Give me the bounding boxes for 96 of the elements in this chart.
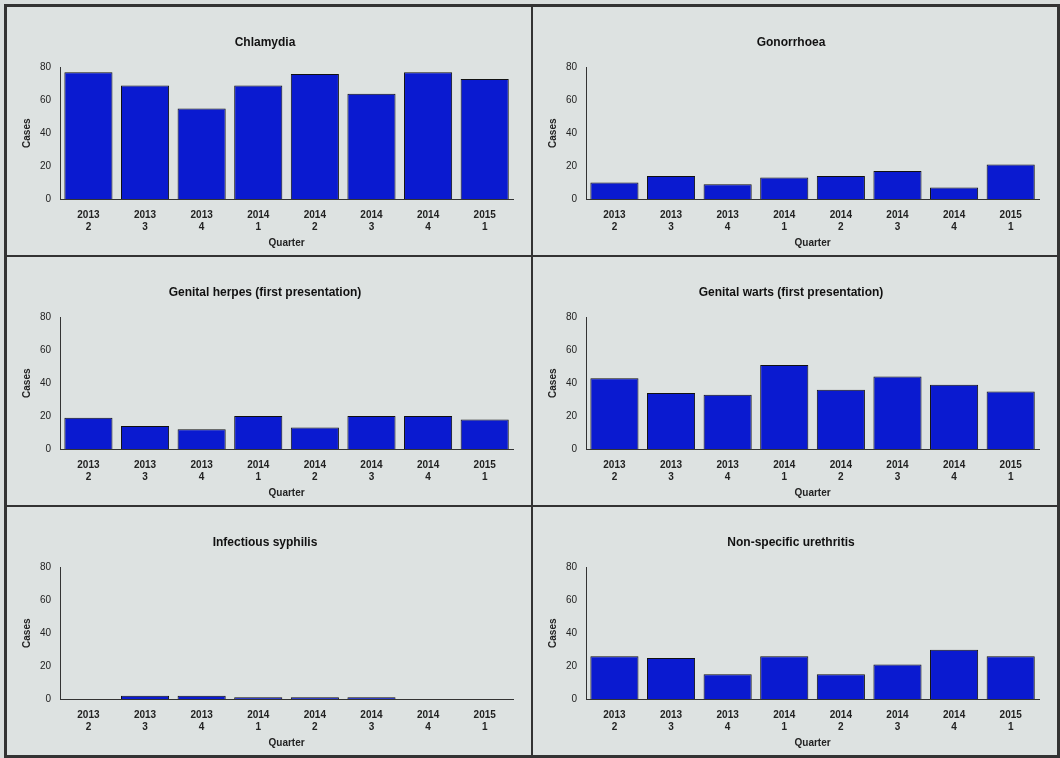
x-axis-title: Quarter — [268, 486, 305, 498]
x-tick-label: 2013 2 — [603, 208, 626, 232]
y-tick-label: 80 — [566, 61, 578, 73]
x-tick-label: 2014 2 — [829, 708, 853, 732]
x-tick-label: 2015 1 — [999, 208, 1023, 232]
chart-title: Genital warts (first presentation) — [698, 284, 884, 299]
x-tick-label: 2013 4 — [190, 208, 214, 232]
x-tick-label: 2013 2 — [603, 458, 626, 482]
y-tick-label: 80 — [40, 311, 52, 323]
chart-title: Gonorrhoea — [756, 34, 826, 49]
x-axis-title: Quarter — [268, 236, 305, 248]
y-axis-title: Cases — [546, 618, 558, 648]
x-tick-label: 2013 3 — [133, 458, 157, 482]
x-tick-label: 2013 4 — [716, 708, 740, 732]
y-tick-label: 80 — [40, 561, 52, 573]
y-tick-label: 0 — [571, 192, 578, 204]
x-tick-label: 2015 1 — [473, 208, 497, 232]
y-tick-label: 0 — [45, 442, 52, 454]
y-tick-label: 80 — [566, 561, 578, 573]
x-tick-label: 2013 4 — [190, 458, 214, 482]
y-tick-label: 20 — [566, 659, 578, 671]
x-tick-label: 2013 2 — [603, 708, 626, 732]
y-axis-title: Cases — [546, 368, 558, 398]
chart-title: Chlamydia — [234, 34, 296, 49]
y-axis-title: Cases — [546, 118, 558, 148]
x-tick-label: 2014 3 — [886, 708, 910, 732]
x-tick-label: 2013 3 — [133, 208, 157, 232]
y-tick-label: 40 — [40, 376, 52, 388]
x-tick-label: 2014 2 — [303, 708, 327, 732]
x-tick-label: 2013 3 — [659, 208, 683, 232]
x-tick-label: 2014 4 — [416, 208, 440, 232]
x-tick-label: 2015 1 — [473, 458, 497, 482]
x-tick-label: 2014 4 — [416, 708, 440, 732]
y-axis-title: Cases — [20, 118, 32, 148]
x-tick-label: 2014 4 — [942, 208, 966, 232]
y-tick-label: 20 — [566, 159, 578, 171]
y-tick-label: 0 — [571, 692, 578, 704]
y-tick-label: 20 — [566, 409, 578, 421]
y-tick-label: 20 — [40, 659, 52, 671]
x-tick-label: 2014 2 — [303, 208, 327, 232]
chart-title: Non-specific urethritis — [727, 534, 855, 549]
x-tick-label: 2014 4 — [942, 458, 966, 482]
y-tick-label: 0 — [571, 442, 578, 454]
x-tick-label: 2014 1 — [247, 708, 270, 732]
x-tick-label: 2014 3 — [886, 458, 910, 482]
x-tick-label: 2014 1 — [247, 458, 270, 482]
y-tick-label: 40 — [40, 126, 52, 138]
x-tick-label: 2013 2 — [77, 708, 100, 732]
y-tick-label: 80 — [40, 61, 52, 73]
y-tick-label: 60 — [566, 94, 578, 106]
x-tick-label: 2013 2 — [77, 458, 100, 482]
x-tick-label: 2014 3 — [360, 708, 384, 732]
x-axis-title: Quarter — [794, 486, 831, 498]
y-tick-label: 80 — [566, 311, 578, 323]
chart-title: Genital herpes (first presentation) — [168, 284, 362, 299]
x-tick-label: 2013 3 — [133, 708, 157, 732]
x-tick-label: 2013 2 — [77, 208, 100, 232]
x-tick-label: 2013 4 — [716, 458, 740, 482]
x-axis-title: Quarter — [794, 736, 831, 748]
y-tick-label: 40 — [40, 626, 52, 638]
x-tick-label: 2014 1 — [773, 708, 796, 732]
x-tick-label: 2014 4 — [942, 708, 966, 732]
x-tick-label: 2013 3 — [659, 708, 683, 732]
y-tick-label: 60 — [566, 594, 578, 606]
y-tick-label: 20 — [40, 159, 52, 171]
y-tick-label: 0 — [45, 192, 52, 204]
x-tick-label: 2014 2 — [829, 458, 853, 482]
y-tick-label: 40 — [566, 626, 578, 638]
y-tick-label: 60 — [40, 594, 52, 606]
y-tick-label: 20 — [40, 409, 52, 421]
y-tick-label: 40 — [566, 376, 578, 388]
x-tick-label: 2014 3 — [360, 208, 384, 232]
y-axis-title: Cases — [20, 368, 32, 398]
x-tick-label: 2013 4 — [716, 208, 740, 232]
x-tick-label: 2013 4 — [190, 708, 214, 732]
x-tick-label: 2015 1 — [999, 458, 1023, 482]
y-tick-label: 60 — [566, 344, 578, 356]
y-tick-label: 40 — [566, 126, 578, 138]
chart-title: Infectious syphilis — [212, 534, 318, 549]
x-tick-label: 2015 1 — [473, 708, 497, 732]
x-tick-label: 2013 3 — [659, 458, 683, 482]
x-tick-label: 2014 2 — [303, 458, 327, 482]
x-tick-label: 2014 1 — [773, 208, 796, 232]
x-tick-label: 2014 1 — [247, 208, 270, 232]
x-tick-label: 2014 4 — [416, 458, 440, 482]
x-tick-label: 2014 1 — [773, 458, 796, 482]
x-tick-label: 2015 1 — [999, 708, 1023, 732]
y-tick-label: 0 — [45, 692, 52, 704]
y-tick-label: 60 — [40, 344, 52, 356]
x-axis-title: Quarter — [794, 236, 831, 248]
y-axis-title: Cases — [20, 618, 32, 648]
x-tick-label: 2014 3 — [360, 458, 384, 482]
y-tick-label: 60 — [40, 94, 52, 106]
x-axis-title: Quarter — [268, 736, 305, 748]
x-tick-label: 2014 2 — [829, 208, 853, 232]
x-tick-label: 2014 3 — [886, 208, 910, 232]
